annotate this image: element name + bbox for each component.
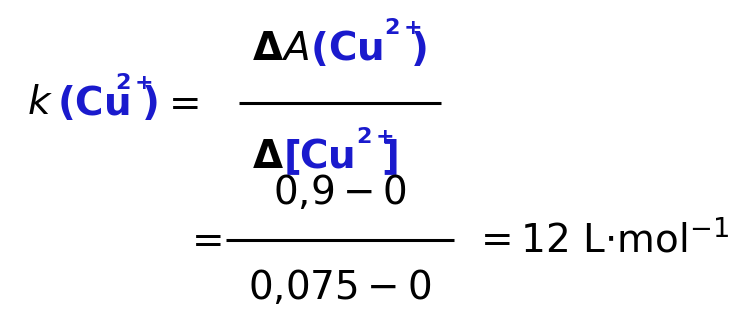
Text: $\mathbf{)}$: $\mathbf{)}$: [141, 84, 158, 123]
Text: $\mathbf{2+}$: $\mathbf{2+}$: [384, 17, 422, 39]
Text: $\mathbf{Cu}$: $\mathbf{Cu}$: [328, 30, 383, 68]
Text: $\mathbf{)}$: $\mathbf{)}$: [410, 30, 427, 69]
Text: $\mathbf{(Cu}$: $\mathbf{(Cu}$: [57, 84, 129, 123]
Text: $=12\ \mathrm{L}{\cdot}\mathrm{mol}^{-1}$: $=12\ \mathrm{L}{\cdot}\mathrm{mol}^{-1}…: [473, 221, 730, 260]
Text: $\mathbf{Cu}$: $\mathbf{Cu}$: [299, 139, 354, 176]
Text: $=$: $=$: [184, 221, 222, 259]
Text: $\mathbf{2+}$: $\mathbf{2+}$: [116, 72, 153, 93]
Text: $0{,}9-0$: $0{,}9-0$: [273, 173, 406, 212]
Text: $\mathbf{\Delta}$: $\mathbf{\Delta}$: [252, 30, 284, 68]
Text: $\mathbf{[}$: $\mathbf{[}$: [283, 137, 300, 177]
Text: $\mathbf{]}$: $\mathbf{]}$: [381, 137, 398, 177]
Text: $=$: $=$: [160, 84, 199, 122]
Text: $\mathbf{2+}$: $\mathbf{2+}$: [356, 126, 394, 148]
Text: $0{,}075-0$: $0{,}075-0$: [248, 268, 431, 307]
Text: $k$: $k$: [28, 84, 53, 122]
Text: $\mathit{A}$: $\mathit{A}$: [281, 30, 309, 68]
Text: $\mathbf{\Delta}$: $\mathbf{\Delta}$: [252, 139, 284, 176]
Text: $\mathbf{(}$: $\mathbf{(}$: [310, 30, 327, 69]
